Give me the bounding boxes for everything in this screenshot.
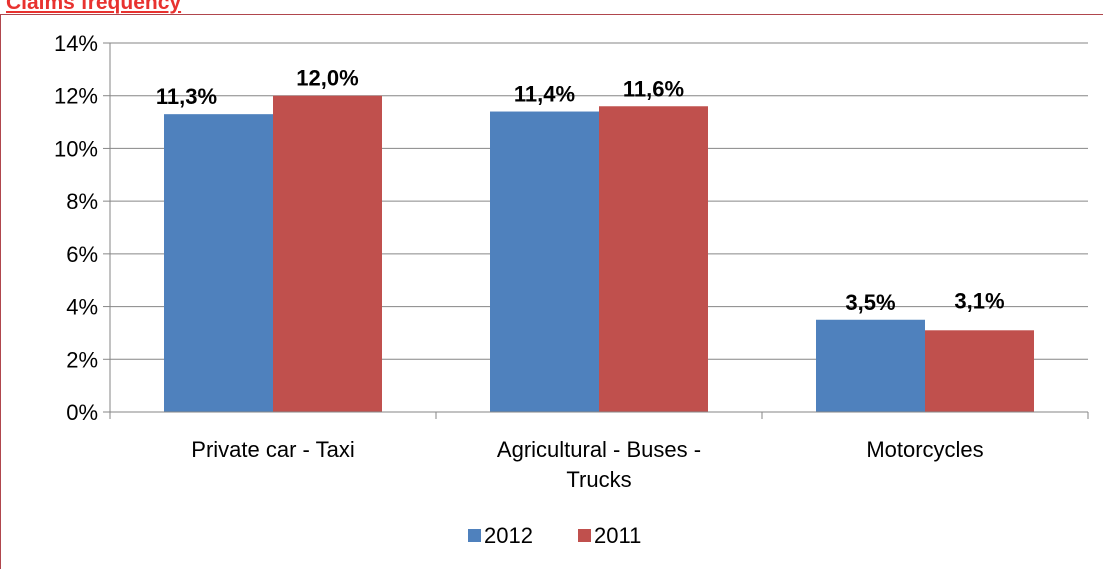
legend-label: 2012 [484, 523, 533, 548]
data-labels: 11,3% 11,4% 3,5% 12,0% 11,6% 3,1% [156, 66, 1005, 315]
y-axis-ticks: 0% 2% 4% 6% 8% 10% 12% 14% [54, 31, 98, 425]
data-label: 11,4% [514, 82, 575, 107]
y-tick-label: 8% [66, 189, 98, 214]
y-tick-label: 6% [66, 242, 98, 267]
data-label: 11,6% [623, 76, 684, 101]
legend-swatch-2011 [578, 529, 591, 542]
legend: 2012 2011 [468, 523, 641, 548]
category-label: Agricultural - Buses - [497, 437, 701, 462]
legend-label: 2011 [594, 523, 641, 548]
y-tick-label: 14% [54, 31, 98, 56]
bar-2012 [816, 319, 925, 412]
data-label: 11,3% [156, 84, 217, 109]
page-title: Claims frequency [0, 0, 186, 14]
y-tick-label: 0% [66, 400, 98, 425]
y-tick-label: 10% [54, 136, 98, 161]
x-axis-categories: Private car - Taxi Agricultural - Buses -… [191, 437, 983, 492]
category-label: Motorcycles [866, 437, 983, 462]
axes [103, 42, 1089, 419]
y-tick-label: 12% [54, 84, 98, 109]
data-label: 3,5% [845, 290, 895, 315]
legend-swatch-2012 [468, 529, 481, 542]
title-underline-rule [0, 14, 1103, 15]
bar-2012 [490, 111, 599, 413]
data-label: 3,1% [954, 288, 1004, 313]
page-title-text: Claims frequency [6, 0, 182, 14]
bar-2012 [164, 114, 273, 413]
bar-2011 [925, 330, 1034, 412]
category-label: Trucks [566, 467, 631, 492]
data-label: 12,0% [296, 66, 358, 91]
bars [164, 95, 1034, 413]
bar-2011 [273, 95, 382, 412]
bar-2011 [599, 106, 708, 412]
category-label: Private car - Taxi [191, 437, 354, 462]
y-tick-label: 4% [66, 295, 98, 320]
left-border-rule [0, 0, 1, 569]
y-tick-label: 2% [66, 347, 98, 372]
